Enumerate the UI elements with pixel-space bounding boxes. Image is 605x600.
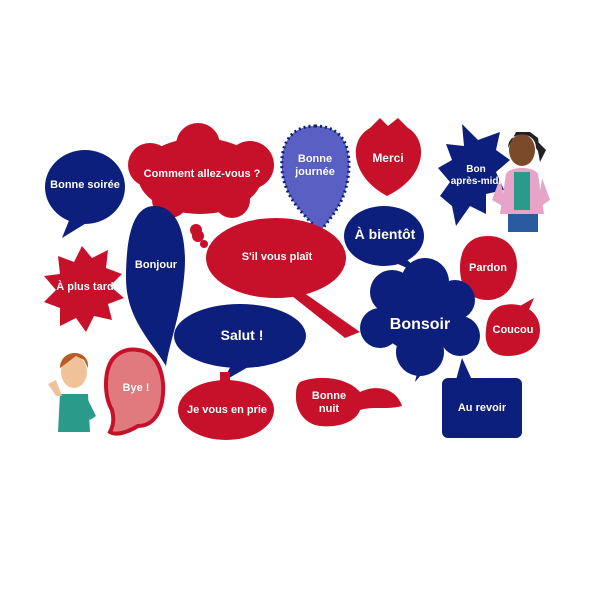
label-comment-allez-vous: Comment allez-vous ?: [143, 168, 261, 180]
bubble-bonjour: [126, 206, 185, 366]
label-bye: Bye !: [122, 382, 150, 394]
bubble-sil-vous-plait: [192, 218, 360, 338]
label-a-bientot: À bientôt: [354, 226, 416, 242]
label-je-vous-en-prie: Je vous en prie: [186, 404, 268, 416]
girl-hands-on-hips-icon: [492, 132, 550, 232]
label-bonsoir: Bonsoir: [389, 316, 451, 333]
bubble-coucou: [485, 298, 540, 356]
bubble-bonne-soiree: [45, 150, 125, 238]
label-pardon: Pardon: [469, 262, 507, 274]
label-sil-vous-plait: S'il vous plaît: [241, 251, 313, 263]
label-coucou: Coucou: [492, 324, 534, 336]
bubble-bonne-journee: [280, 124, 351, 235]
label-bon-apres-midi: Bon après-midi: [450, 164, 502, 187]
bubble-a-plus-tard: [44, 246, 124, 332]
label-salut: Salut !: [220, 327, 264, 343]
bubble-je-vous-en-prie: [178, 372, 274, 440]
label-merci: Merci: [372, 151, 404, 165]
bubble-comment-allez-vous: [128, 123, 274, 248]
bubble-au-revoir: [442, 358, 522, 438]
label-bonjour: Bonjour: [134, 259, 178, 271]
label-bonne-journee: Bonne journée: [295, 153, 335, 178]
bubble-merci: [355, 118, 422, 196]
bubble-pardon: [460, 236, 517, 300]
bubble-bonne-nuit: [296, 377, 402, 427]
boy-thumbs-up-icon: [48, 353, 96, 432]
label-bonne-soiree: Bonne soirée: [50, 179, 120, 191]
bubble-bon-apres-midi: [438, 124, 510, 226]
label-bonne-nuit: Bonne nuit: [311, 390, 347, 415]
bubble-bonsoir: [360, 258, 480, 382]
label-a-plus-tard: À plus tard: [56, 281, 114, 293]
label-au-revoir: Au revoir: [457, 402, 507, 414]
bubble-bye: [104, 347, 166, 436]
